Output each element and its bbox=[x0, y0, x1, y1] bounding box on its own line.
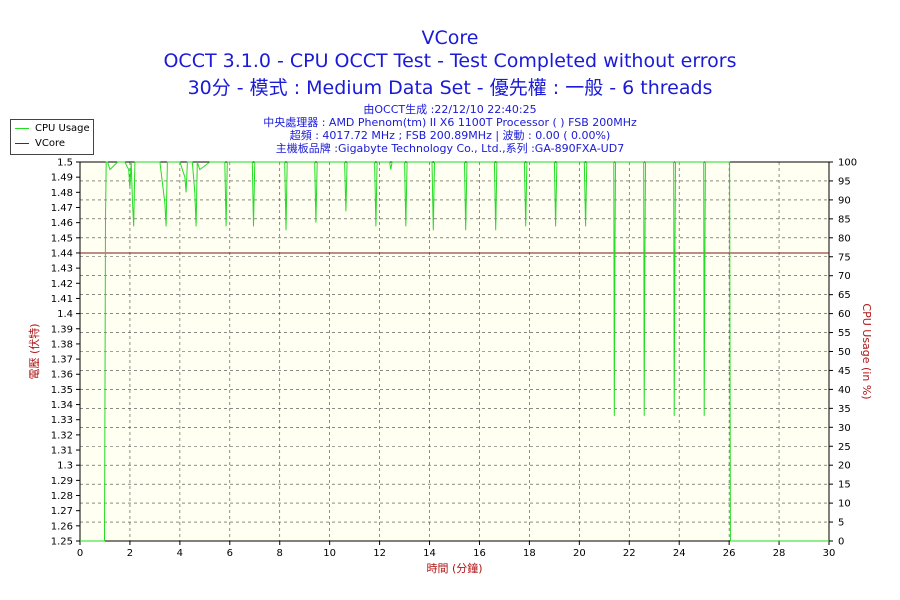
y-left-tick-label: 1.37 bbox=[51, 355, 73, 366]
chart-subtitle-test: OCCT 3.1.0 - CPU OCCT Test - Test Comple… bbox=[163, 50, 737, 72]
info-cpu: 中央處理器 : AMD Phenom(tm) II X6 1100T Proce… bbox=[263, 116, 637, 129]
y-left-tick-label: 1.48 bbox=[51, 188, 73, 199]
info-generated: 由OCCT生成 :22/12/10 22:40:25 bbox=[363, 103, 537, 116]
y-right-tick-label: 50 bbox=[838, 347, 851, 358]
y-left-tick-label: 1.32 bbox=[51, 430, 73, 441]
x-tick-label: 24 bbox=[673, 548, 686, 559]
y-right-tick-label: 55 bbox=[838, 328, 851, 339]
chart-title: VCore bbox=[421, 27, 479, 49]
x-tick-label: 20 bbox=[573, 548, 586, 559]
info-motherboard: 主機板品牌 :Gigabyte Technology Co., Ltd.,系列 … bbox=[275, 142, 625, 155]
x-tick-label: 26 bbox=[723, 548, 736, 559]
y-right-tick-label: 85 bbox=[838, 214, 851, 225]
x-tick-label: 2 bbox=[127, 548, 133, 559]
x-axis-title: 時間 (分鐘) bbox=[426, 561, 482, 575]
x-tick-label: 6 bbox=[227, 548, 233, 559]
y-left-tick-label: 1.27 bbox=[51, 506, 73, 517]
legend-label-cpu-usage: CPU Usage bbox=[35, 123, 90, 134]
x-tick-label: 30 bbox=[823, 548, 836, 559]
y-right-tick-label: 80 bbox=[838, 233, 851, 244]
x-tick-label: 18 bbox=[523, 548, 536, 559]
y-left-tick-label: 1.4 bbox=[57, 309, 73, 320]
y-left-tick-label: 1.35 bbox=[51, 385, 73, 396]
y-left-tick-label: 1.38 bbox=[51, 339, 73, 350]
x-tick-label: 8 bbox=[277, 548, 283, 559]
legend-swatch-vcore bbox=[15, 143, 29, 144]
y-right-tick-label: 60 bbox=[838, 309, 851, 320]
y-left-tick-label: 1.33 bbox=[51, 415, 73, 426]
y-left-tick-label: 1.43 bbox=[51, 264, 73, 275]
y-left-tick-label: 1.42 bbox=[51, 279, 73, 290]
chart-subtitle-mode: 30分 - 模式 : Medium Data Set - 優先權 : 一般 - … bbox=[187, 77, 713, 99]
y-left-tick-label: 1.26 bbox=[51, 521, 73, 532]
y-left-tick-label: 1.49 bbox=[51, 173, 73, 184]
x-tick-label: 12 bbox=[373, 548, 386, 559]
y-right-tick-label: 25 bbox=[838, 442, 851, 453]
y-left-tick-label: 1.36 bbox=[51, 370, 73, 381]
y-left-tick-label: 1.25 bbox=[51, 537, 73, 548]
y-right-tick-label: 10 bbox=[838, 499, 851, 510]
y-right-tick-label: 30 bbox=[838, 423, 851, 434]
y-left-tick-label: 1.41 bbox=[51, 294, 73, 305]
y-left-axis-title: 電壓 (伏特) bbox=[27, 323, 41, 379]
series-line-cpu-usage bbox=[80, 161, 829, 542]
x-tick-label: 4 bbox=[177, 548, 183, 559]
y-right-tick-label: 5 bbox=[838, 518, 844, 529]
legend-label-vcore: VCore bbox=[35, 138, 65, 149]
y-left-tick-label: 1.46 bbox=[51, 218, 73, 229]
y-right-tick-label: 65 bbox=[838, 290, 851, 301]
y-right-tick-label: 20 bbox=[838, 461, 851, 472]
y-right-tick-label: 45 bbox=[838, 366, 851, 377]
y-left-tick-label: 1.39 bbox=[51, 324, 73, 335]
y-left-tick-label: 1.45 bbox=[51, 233, 73, 244]
x-tick-label: 14 bbox=[423, 548, 436, 559]
y-left-tick-label: 1.3 bbox=[57, 461, 73, 472]
y-right-tick-label: 40 bbox=[838, 385, 851, 396]
x-tick-label: 10 bbox=[323, 548, 336, 559]
y-right-tick-label: 75 bbox=[838, 252, 851, 263]
y-left-tick-label: 1.5 bbox=[57, 158, 73, 169]
legend-swatch-cpu-usage bbox=[15, 128, 29, 129]
y-left-tick-label: 1.31 bbox=[51, 446, 73, 457]
y-right-tick-label: 100 bbox=[838, 158, 857, 169]
y-right-tick-label: 70 bbox=[838, 271, 851, 282]
y-right-tick-label: 15 bbox=[838, 480, 851, 491]
y-left-tick-label: 1.47 bbox=[51, 203, 73, 214]
y-right-tick-label: 0 bbox=[838, 537, 844, 548]
x-tick-label: 22 bbox=[623, 548, 636, 559]
y-left-tick-label: 1.29 bbox=[51, 476, 73, 487]
x-tick-label: 16 bbox=[473, 548, 486, 559]
info-clock: 超頻 : 4017.72 MHz ; FSB 200.89MHz | 波動 : … bbox=[289, 129, 611, 142]
y-right-tick-label: 95 bbox=[838, 176, 851, 187]
y-left-tick-label: 1.28 bbox=[51, 491, 73, 502]
x-tick-label: 0 bbox=[77, 548, 83, 559]
y-right-tick-label: 90 bbox=[838, 195, 851, 206]
y-right-tick-label: 35 bbox=[838, 404, 851, 415]
y-right-axis-title: CPU Usage (in %) bbox=[860, 303, 873, 399]
x-tick-label: 28 bbox=[773, 548, 786, 559]
legend: CPU Usage VCore bbox=[10, 119, 94, 155]
y-left-tick-label: 1.44 bbox=[51, 248, 73, 259]
y-left-tick-label: 1.34 bbox=[51, 400, 73, 411]
